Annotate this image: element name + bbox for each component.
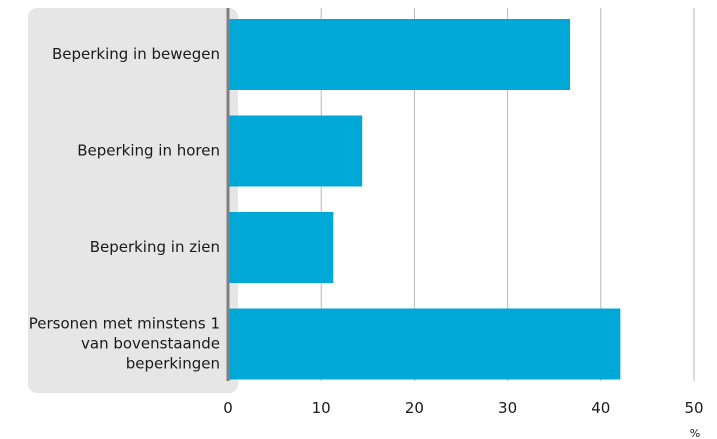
x-tick-label-40: 40	[591, 399, 610, 417]
category-label-line: van bovenstaande	[81, 335, 220, 353]
category-label-line: beperkingen	[126, 355, 220, 373]
x-tick-label-30: 30	[498, 399, 517, 417]
category-label-line: Beperking in bewegen	[52, 45, 220, 63]
x-axis-tick-labels: 0 10 20 30 40 50	[223, 399, 703, 417]
x-axis-unit-label: %	[690, 427, 700, 439]
category-label-3: Beperking in zien	[90, 238, 220, 256]
category-label-line: Beperking in zien	[90, 238, 220, 256]
x-tick-label-50: 50	[684, 399, 703, 417]
bar-4	[228, 308, 621, 380]
category-label-line: Beperking in horen	[77, 142, 220, 160]
bar-1	[228, 19, 571, 90]
category-labels: Beperking in bewegen Beperking in horen Be…	[29, 45, 220, 373]
category-label-panel	[28, 8, 238, 393]
category-label-2: Beperking in horen	[77, 142, 220, 160]
x-tick-label-20: 20	[405, 399, 424, 417]
category-label-line: Personen met minstens 1	[29, 315, 220, 333]
category-label-4: Personen met minstens 1 van bovenstaande b…	[29, 315, 220, 373]
x-tick-label-0: 0	[223, 399, 233, 417]
bars	[228, 19, 621, 380]
bar-3	[228, 212, 334, 283]
bar-2	[228, 115, 363, 187]
category-label-1: Beperking in bewegen	[52, 45, 220, 63]
x-tick-label-10: 10	[312, 399, 331, 417]
